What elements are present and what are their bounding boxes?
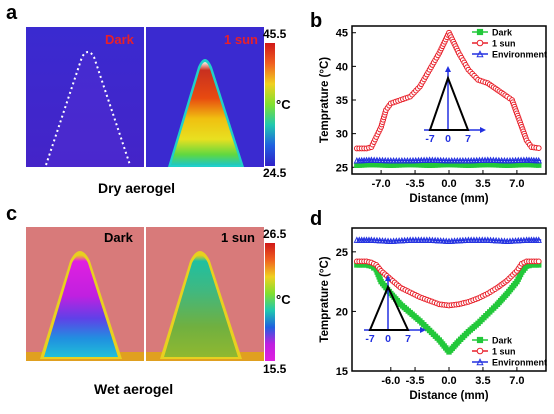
y-tick-label: 25 <box>336 162 348 174</box>
inset-label: -7 <box>425 133 434 145</box>
y-tick-label: 40 <box>336 61 348 73</box>
x-tick-label: 7.0 <box>509 375 524 387</box>
legend-marker <box>476 50 484 58</box>
inset-arrow-up <box>445 66 451 72</box>
x-tick-label: -3.5 <box>406 178 425 190</box>
thermal-image-dry-dark <box>26 27 144 167</box>
data-point <box>535 258 542 265</box>
legend-marker <box>476 39 484 47</box>
colorbar-top-unit: °C <box>276 97 291 112</box>
chart-b: -7.0 -3.5 0.0 3.5 7.0 25 30 35 40 45 Distance (mm)… <box>319 25 547 205</box>
inset-label: 0 <box>445 133 451 145</box>
colorbar-bottom-max: 26.5 <box>263 227 287 241</box>
legend-marker <box>476 358 484 366</box>
legend-label: Dark <box>492 28 513 38</box>
inset-label: 7 <box>465 133 471 145</box>
x-tick-label: 3.5 <box>475 178 490 190</box>
data-point <box>535 156 542 164</box>
panel-label-b: b <box>310 10 323 32</box>
x-tick-label: 0.0 <box>441 178 456 190</box>
y-tick-label: 15 <box>336 366 348 378</box>
y-tick-label: 20 <box>336 306 348 318</box>
inset-triangle <box>428 75 470 131</box>
caption-dry: Dry aerogel <box>98 180 176 196</box>
colorbar-bottom-unit: °C <box>276 292 291 307</box>
thermal-image-dry-sun <box>146 27 264 167</box>
thermal-label-dark: Dark <box>105 32 134 47</box>
colorbar-top <box>265 43 275 166</box>
y-axis-label: Temprature (°C) <box>319 256 331 342</box>
legend-marker <box>476 28 484 36</box>
x-tick-label: -3.5 <box>406 375 425 387</box>
inset-triangle <box>368 284 410 331</box>
x-tick-label: 3.5 <box>475 375 490 387</box>
y-tick-label: 25 <box>336 247 348 259</box>
plot-frame <box>351 25 547 175</box>
colorbar-bottom <box>265 243 275 361</box>
inset-label: 0 <box>385 333 391 345</box>
y-tick-label: 30 <box>336 129 348 141</box>
thermal-image-wet-sun <box>146 227 264 361</box>
thermal-label-wet-dark: Dark <box>104 230 133 245</box>
legend-label: Dark <box>492 336 513 346</box>
x-tick-label: -7.0 <box>372 178 391 190</box>
inset-arrow-up <box>385 275 391 281</box>
data-point <box>536 162 542 168</box>
x-axis-label: Distance (mm) <box>409 390 488 402</box>
legend-label: 1 sun <box>492 39 516 49</box>
legend-marker <box>476 347 484 355</box>
colorbar-top-min: 24.5 <box>263 166 287 180</box>
chart-d: -6.0 -3.5 0.0 3.5 7.0 15 20 25 Distance (mm) Temp… <box>319 227 547 402</box>
x-tick-label: -6.0 <box>381 375 400 387</box>
x-axis-label: Distance (mm) <box>409 193 488 205</box>
y-tick-label: 35 <box>336 95 348 107</box>
legend-marker <box>476 336 484 344</box>
x-tick-label: 7.0 <box>509 178 524 190</box>
legend-label: 1 sun <box>492 347 516 357</box>
x-tick-label: 0.0 <box>441 375 456 387</box>
colorbar-bottom-min: 15.5 <box>263 362 287 376</box>
thermal-image-wet-dark <box>26 227 144 361</box>
data-point <box>535 145 542 152</box>
y-axis-label: Temprature (°C) <box>319 57 331 143</box>
y-tick-label: 45 <box>336 28 348 40</box>
inset-arrow <box>420 327 426 333</box>
inset-label: 7 <box>405 333 411 345</box>
thermal-label-wet-1sun: 1 sun <box>221 230 255 245</box>
data-point <box>535 236 542 243</box>
panel-label-a: a <box>6 2 18 24</box>
panel-label-c: c <box>6 203 18 225</box>
legend-label: Environment <box>492 50 547 60</box>
inset-arrow <box>480 127 486 133</box>
colorbar-top-max: 45.5 <box>263 27 287 41</box>
caption-wet: Wet aerogel <box>94 381 174 397</box>
thermal-label-1sun: 1 sun <box>224 32 258 47</box>
inset-label: -7 <box>365 333 374 345</box>
panel-label-d: d <box>310 208 323 230</box>
legend-label: Environment <box>492 358 547 368</box>
